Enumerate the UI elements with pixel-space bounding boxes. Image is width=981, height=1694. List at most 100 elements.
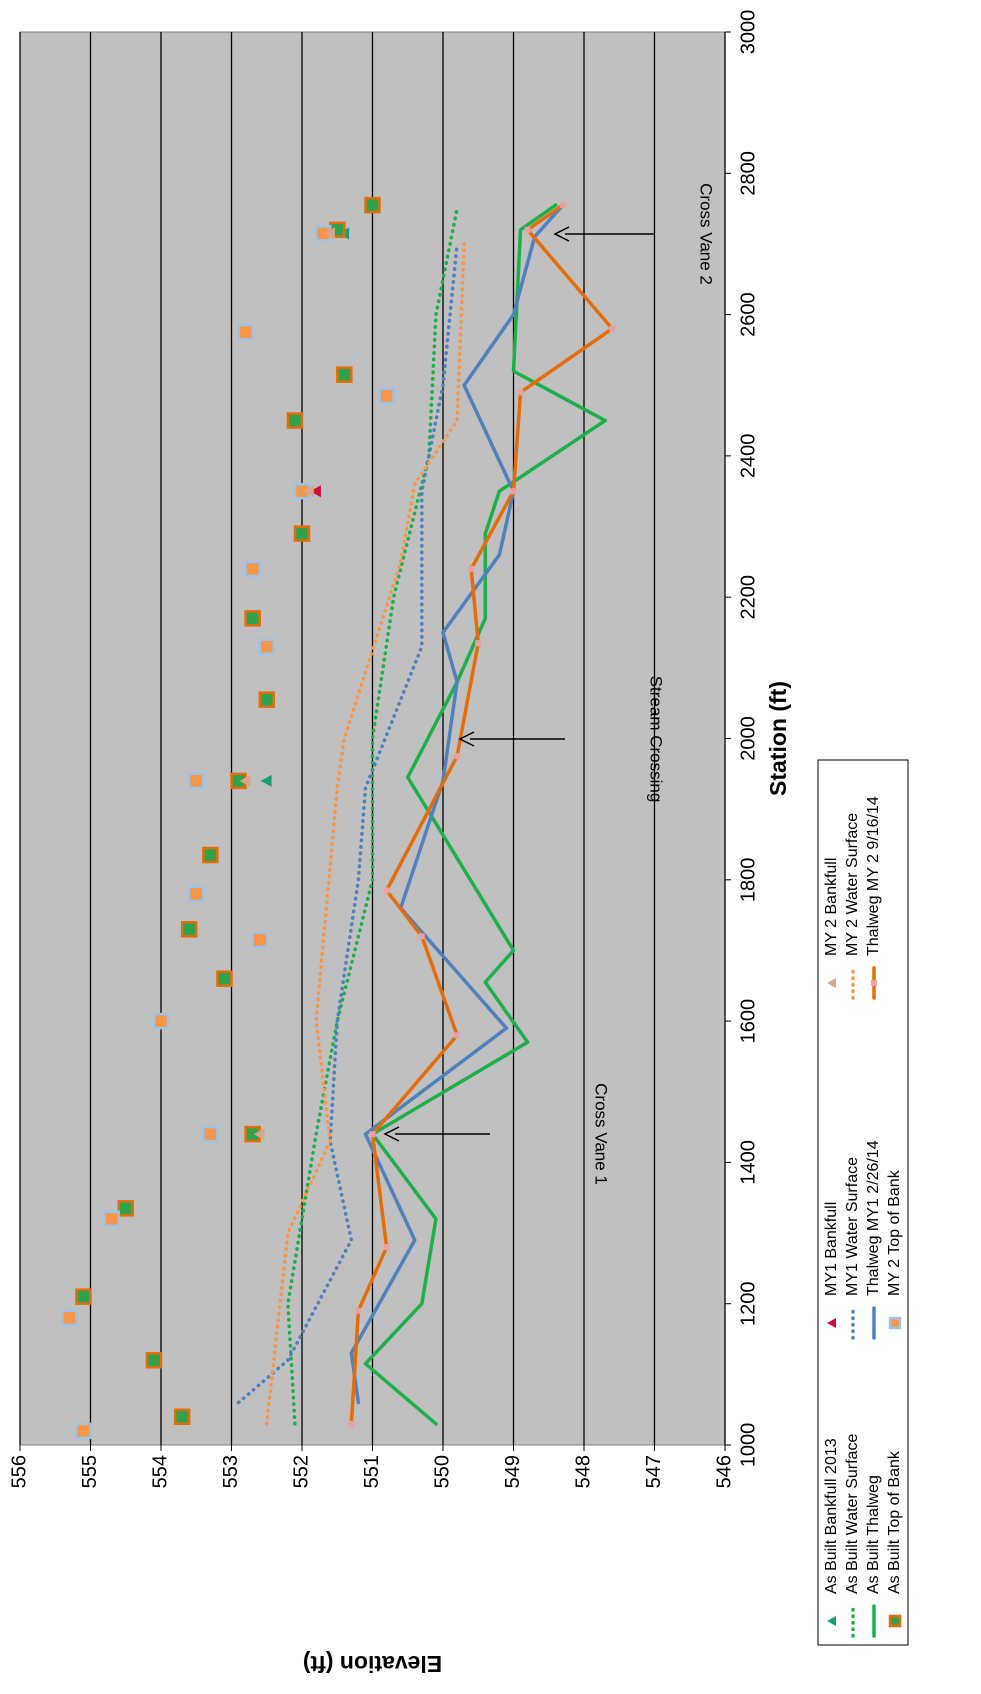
annotation: Cross Vane 2 [697,183,716,285]
vertex-marker [524,226,531,233]
y-tick-label: 548 [572,1455,594,1488]
chart-body: 546 547 548 549 550 551 552 553 554 555 556 1000 120… [8,10,909,1677]
x-tick-label: 2200 [737,575,759,620]
y-tick-label: 556 [8,1455,30,1488]
series-line [349,203,565,1405]
x-tick-label: 1200 [737,1281,759,1326]
annotation: Stream Crossing [647,676,666,803]
square-marker [216,970,233,987]
legend-label: MY 2 Top of Bank [886,1169,903,1296]
x-tick-label: 2600 [737,292,759,337]
triangle-marker [324,227,335,240]
annotation: Cross Vane 1 [592,1083,611,1185]
square-marker [188,772,205,790]
legend-marker [888,1316,902,1330]
square-marker [152,1012,170,1030]
legend-label: As Built Bankfull 2013 [823,1438,840,1594]
square-marker [293,525,311,542]
square-marker [336,366,353,383]
square-marker [202,846,219,864]
y-tick-label: 549 [502,1455,524,1488]
arrow-head [553,226,570,242]
vertex-marker [609,325,616,332]
triangle-marker [253,1128,265,1141]
vertex-marker [454,1032,461,1039]
series-line [363,203,607,1426]
legend-marker [827,978,836,988]
legend-label: MY1 Bankfull [823,1202,840,1296]
y-tick-label: 555 [79,1455,101,1488]
legend-label: Thalweg MY1 2/26/14 [865,1140,882,1296]
vertex-marker [475,640,482,647]
x-tick-label: 2800 [737,151,759,196]
x-tick-label: 2400 [737,434,759,479]
legend-label: As Built Water Surface [844,1434,861,1594]
x-tick-label: 1600 [737,999,759,1044]
vertex-marker [418,933,425,940]
vertex-marker [517,389,524,396]
y-tick-label: 546 [713,1455,735,1488]
y-tick-label: 554 [149,1455,171,1488]
x-tick-label: 1000 [737,1423,759,1468]
square-marker [117,1200,134,1217]
square-marker [180,921,198,938]
square-marker [378,387,395,405]
square-marker [103,1210,120,1228]
square-marker [75,1422,92,1440]
series-line [265,242,466,1426]
square-marker [202,1125,219,1143]
legend-label: MY 2 Water Surface [844,813,861,956]
x-axis-title: Station (ft) [765,681,791,796]
square-marker [258,691,275,708]
square-marker [188,885,205,903]
legend-label: MY 2 Bankfull [823,858,840,956]
square-marker [173,1408,191,1425]
legend-marker [827,1616,836,1626]
triangle-marker [310,485,321,498]
vertex-marker [454,753,461,760]
vertex-marker [383,1244,390,1251]
x-tick-label: 1800 [737,858,759,903]
square-marker [244,560,261,578]
square-marker [61,1309,78,1327]
y-tick-label: 547 [643,1455,665,1488]
y-axis-title: Elevation (ft) [303,1651,442,1677]
triangle-marker [303,485,314,498]
vertex-marker [355,1307,362,1314]
legend-vertex [871,980,877,986]
legend-label: Thalweg MY 2 9/16/14 [865,796,882,956]
x-tick-label: 2000 [737,716,759,761]
square-marker [244,610,261,627]
legend-label: MY1 Water Surface [844,1157,861,1296]
y-tick-label: 552 [290,1455,312,1488]
square-marker [145,1351,163,1369]
square-marker [75,1288,92,1305]
triangle-marker [239,774,251,787]
vertex-marker [369,1131,376,1138]
y-tick-label: 551 [361,1455,383,1488]
square-marker [237,324,254,341]
square-marker [364,196,381,214]
arrow-head [458,731,475,747]
legend-label: As Built Top of Bank [886,1450,903,1594]
arrow-head [383,1126,400,1142]
y-tick-label: 553 [220,1455,242,1488]
vertex-marker [383,887,390,894]
square-marker [258,638,275,655]
legend-marker [827,1318,836,1328]
vertex-marker [468,565,475,572]
series-line [286,206,459,1426]
square-marker [251,931,268,949]
x-tick-label: 1400 [737,1140,759,1185]
vertex-marker [510,488,517,495]
triangle-marker [260,774,272,787]
legend-marker [888,1614,902,1628]
y-tick-label: 550 [431,1455,453,1488]
x-tick-label: 3000 [737,10,759,55]
legend-label: As Built Thalweg [865,1475,882,1594]
vertex-marker [559,202,566,209]
vertex-marker [348,1420,355,1427]
legend-box [817,759,909,1646]
series-line [236,242,459,1405]
